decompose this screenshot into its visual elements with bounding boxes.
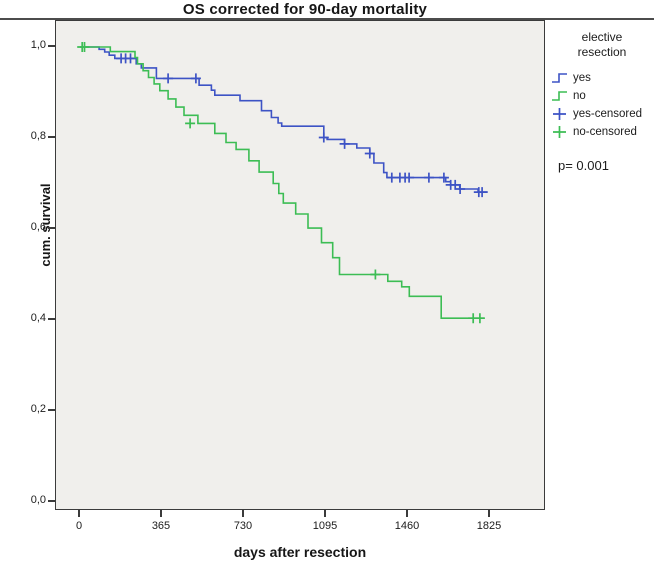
plot-area — [55, 20, 545, 510]
y-tick-mark — [48, 227, 55, 229]
censor-plus-icon — [553, 126, 566, 138]
censor-marks-no — [77, 42, 485, 324]
x-tick-mark — [324, 510, 326, 517]
legend-item-no: no — [551, 87, 653, 105]
step-line-icon — [552, 73, 567, 83]
y-tick-mark — [48, 318, 55, 320]
x-tick-mark — [406, 510, 408, 517]
survival-curves-canvas — [77, 42, 488, 324]
y-tick-label: 0,6 — [30, 221, 46, 233]
legend: elective resection yes no yes-censored n… — [551, 30, 653, 141]
legend-label-yes-censored: yes-censored — [573, 108, 643, 120]
title-divider-line — [0, 18, 654, 20]
y-tick-mark — [48, 136, 55, 138]
x-tick-label: 730 — [233, 520, 253, 532]
survival-curve-no — [80, 46, 485, 319]
x-tick-label: 0 — [75, 520, 83, 532]
y-tick-label: 0,4 — [30, 312, 46, 324]
chart-title: OS corrected for 90-day mortality — [182, 1, 428, 18]
survival-curve-yes — [80, 46, 488, 193]
x-tick-mark — [242, 510, 244, 517]
x-tick-label: 365 — [151, 520, 171, 532]
y-tick-label: 1,0 — [30, 39, 46, 51]
y-tick-mark — [48, 500, 55, 502]
y-tick-label: 0,2 — [30, 403, 46, 415]
censor-marks-yes — [116, 53, 488, 198]
y-tick-mark — [48, 409, 55, 411]
x-tick-label: 1460 — [394, 520, 420, 532]
legend-item-no-censored: no-censored — [551, 123, 653, 141]
legend-label-no-censored: no-censored — [573, 126, 637, 138]
legend-label-no: no — [573, 90, 586, 102]
y-tick-mark — [48, 45, 55, 47]
x-tick-mark — [78, 510, 80, 517]
legend-item-yes-censored: yes-censored — [551, 105, 653, 123]
x-axis-title: days after resection — [233, 544, 367, 560]
x-tick-label: 1095 — [312, 520, 338, 532]
y-tick-label: 0,0 — [30, 494, 46, 506]
censor-plus-icon — [553, 108, 566, 120]
legend-item-yes: yes — [551, 69, 653, 87]
x-tick-label: 1825 — [476, 520, 502, 532]
y-tick-label: 0,8 — [30, 130, 46, 142]
step-line-icon — [552, 91, 567, 101]
legend-label-yes: yes — [573, 72, 591, 84]
p-value-text: p= 0.001 — [558, 158, 609, 173]
legend-title: elective resection — [577, 30, 627, 59]
x-tick-mark — [160, 510, 162, 517]
x-tick-mark — [488, 510, 490, 517]
